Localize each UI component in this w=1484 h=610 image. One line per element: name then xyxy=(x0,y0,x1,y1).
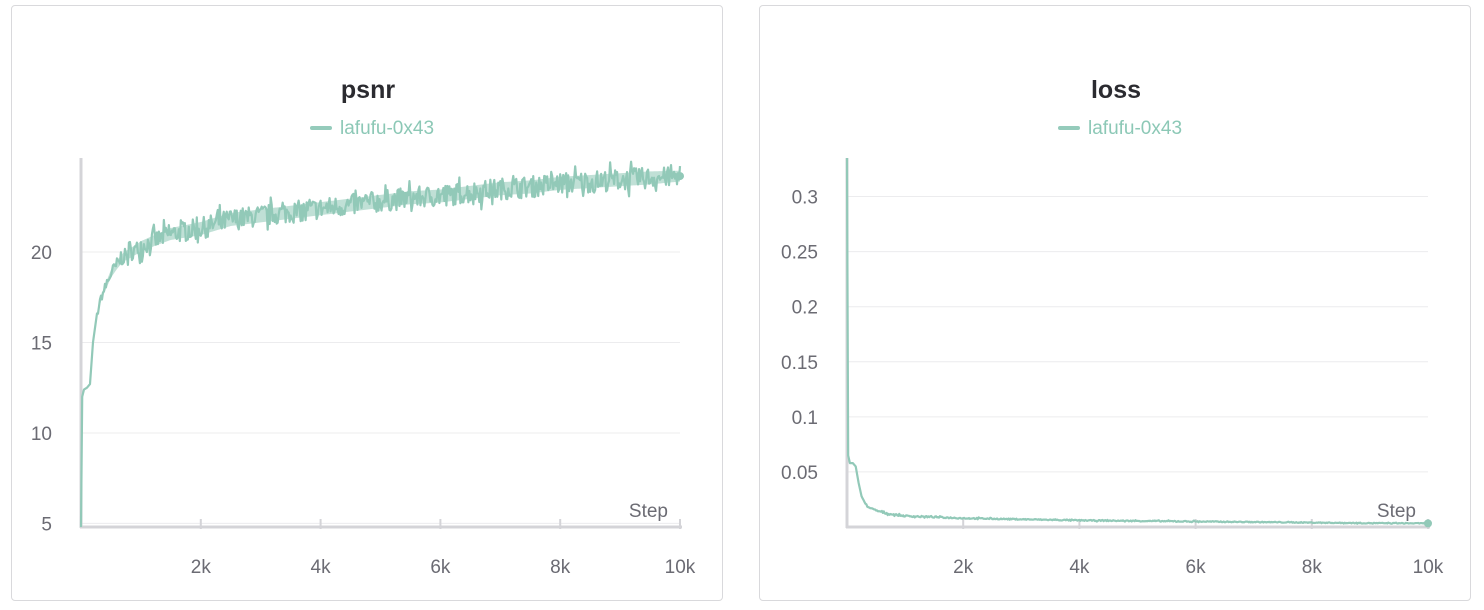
y-tick-label: 0.05 xyxy=(781,463,818,484)
x-tick-label: 8k xyxy=(550,557,571,578)
x-tick-label: 6k xyxy=(1186,557,1207,578)
series-end-point[interactable] xyxy=(676,172,684,181)
y-tick-label: 0.25 xyxy=(781,243,818,264)
y-tick-label: 10 xyxy=(31,424,52,445)
psnr-chart-panel[interactable]: psnr lafufu-0x43 5 10 15 20 2k 4k 6k 8k 10k Step xyxy=(11,5,723,601)
loss-chart[interactable]: loss lafufu-0x43 0.05 0.1 0.15 0.2 0.25 0.3 2k 4k… xyxy=(760,6,1472,602)
x-tick-label: 4k xyxy=(1069,557,1090,578)
x-tick-label: 10k xyxy=(1413,557,1444,578)
y-tick-label: 5 xyxy=(41,514,52,535)
x-tick-label: 10k xyxy=(665,557,696,578)
x-tick-label: 6k xyxy=(430,557,451,578)
series-band-lafufu-0x43 xyxy=(81,170,680,528)
psnr-chart[interactable]: psnr lafufu-0x43 5 10 15 20 2k 4k 6k 8k 10k Step xyxy=(12,6,724,602)
x-axis-label: Step xyxy=(1377,501,1416,522)
y-tick-label: 15 xyxy=(31,334,52,355)
y-tick-label: 0.15 xyxy=(781,353,818,374)
legend-label[interactable]: lafufu-0x43 xyxy=(340,118,434,139)
x-tick-label: 2k xyxy=(191,557,212,578)
loss-chart-panel[interactable]: loss lafufu-0x43 0.05 0.1 0.15 0.2 0.25 0.3 2k 4k… xyxy=(759,5,1471,601)
x-tick-label: 4k xyxy=(311,557,332,578)
series-line-lafufu-0x43[interactable] xyxy=(845,157,1429,526)
x-tick-label: 8k xyxy=(1302,557,1323,578)
legend-label[interactable]: lafufu-0x43 xyxy=(1088,118,1182,139)
y-tick-label: 0.2 xyxy=(792,298,818,319)
x-tick-label: 2k xyxy=(953,557,974,578)
y-tick-label: 0.1 xyxy=(792,408,818,429)
y-tick-label: 0.3 xyxy=(792,188,818,209)
series-line-lafufu-0x43[interactable] xyxy=(79,160,682,528)
chart-title: psnr xyxy=(341,76,395,104)
y-tick-label: 20 xyxy=(31,243,52,264)
chart-title: loss xyxy=(1091,76,1141,104)
x-axis-label: Step xyxy=(629,501,668,522)
series-end-point[interactable] xyxy=(1424,519,1432,528)
series-band-lafufu-0x43 xyxy=(847,158,1428,524)
